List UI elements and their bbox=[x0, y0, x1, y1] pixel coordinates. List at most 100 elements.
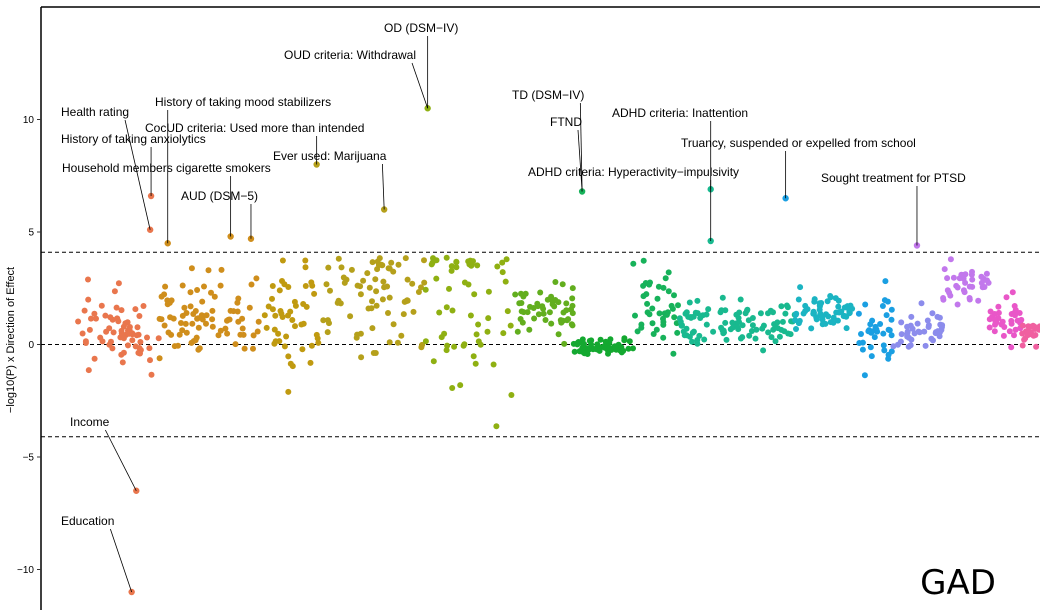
data-point bbox=[782, 310, 789, 317]
data-point bbox=[194, 287, 201, 293]
data-point bbox=[571, 348, 578, 355]
data-point bbox=[984, 277, 990, 284]
data-point bbox=[504, 308, 511, 315]
data-point bbox=[569, 322, 576, 329]
data-point bbox=[987, 308, 994, 315]
data-point bbox=[793, 326, 799, 332]
data-point bbox=[248, 281, 255, 288]
annotation-label: ADHD criteria: Inattention bbox=[612, 106, 748, 120]
data-point bbox=[908, 336, 915, 343]
data-point bbox=[380, 278, 387, 285]
data-point bbox=[1006, 328, 1013, 335]
y-tick-label: −5 bbox=[23, 453, 35, 464]
data-point bbox=[421, 279, 428, 286]
data-point bbox=[683, 309, 690, 316]
data-point bbox=[999, 318, 1006, 325]
data-point bbox=[313, 331, 320, 338]
data-point bbox=[1021, 336, 1028, 343]
data-point bbox=[570, 340, 577, 347]
data-point bbox=[885, 351, 892, 358]
data-point bbox=[358, 354, 365, 361]
data-point bbox=[1036, 323, 1040, 330]
data-point bbox=[924, 317, 931, 324]
data-point bbox=[522, 290, 529, 297]
annotation-label: Income bbox=[70, 415, 110, 429]
data-point bbox=[91, 355, 98, 362]
data-point bbox=[796, 317, 803, 324]
annotation-label: Sought treatment for PTSD bbox=[821, 171, 966, 185]
data-point bbox=[508, 392, 515, 398]
data-point bbox=[108, 338, 114, 345]
data-point bbox=[81, 307, 88, 314]
data-point bbox=[563, 300, 570, 307]
data-point bbox=[246, 304, 253, 311]
data-point bbox=[644, 300, 651, 307]
data-point bbox=[663, 311, 670, 318]
data-point bbox=[453, 264, 460, 271]
data-point bbox=[1025, 323, 1032, 330]
data-point bbox=[250, 345, 256, 352]
data-point bbox=[654, 295, 661, 302]
data-point bbox=[690, 328, 697, 335]
data-point bbox=[808, 325, 815, 332]
data-point bbox=[195, 324, 202, 331]
data-point bbox=[176, 331, 183, 338]
data-point bbox=[705, 306, 712, 313]
data-point bbox=[969, 276, 976, 283]
data-point bbox=[881, 297, 888, 304]
data-point bbox=[360, 277, 367, 284]
data-point bbox=[819, 314, 826, 320]
data-point bbox=[882, 278, 889, 285]
data-point bbox=[537, 289, 544, 296]
data-point bbox=[156, 315, 163, 322]
data-point bbox=[838, 308, 845, 315]
data-point bbox=[969, 268, 975, 275]
data-point bbox=[311, 290, 318, 297]
data-point bbox=[199, 316, 206, 323]
data-point bbox=[239, 325, 246, 332]
data-point bbox=[485, 288, 492, 295]
data-point bbox=[540, 305, 547, 312]
data-point bbox=[111, 288, 118, 295]
data-point bbox=[507, 322, 514, 329]
data-point bbox=[230, 308, 237, 315]
data-point bbox=[905, 343, 912, 350]
data-point bbox=[222, 325, 229, 332]
data-point bbox=[516, 300, 523, 307]
data-point bbox=[208, 289, 214, 296]
data-point bbox=[400, 311, 407, 318]
data-point bbox=[531, 315, 538, 322]
data-point bbox=[192, 337, 199, 344]
annotation-leader-line bbox=[109, 528, 133, 593]
data-point bbox=[877, 321, 884, 327]
data-point bbox=[1032, 332, 1039, 338]
data-point bbox=[188, 265, 195, 272]
data-point bbox=[579, 345, 586, 352]
data-point bbox=[433, 257, 440, 264]
data-point bbox=[189, 320, 196, 327]
data-point bbox=[106, 325, 113, 332]
data-point bbox=[921, 328, 928, 335]
data-point bbox=[484, 328, 491, 335]
data-point bbox=[640, 257, 647, 264]
data-point bbox=[784, 304, 791, 311]
data-point bbox=[470, 353, 477, 360]
data-point bbox=[568, 306, 574, 313]
data-point bbox=[585, 346, 592, 353]
data-point bbox=[119, 359, 126, 366]
data-point bbox=[694, 310, 701, 317]
data-point bbox=[883, 312, 890, 319]
data-point bbox=[132, 306, 139, 313]
data-point bbox=[734, 324, 741, 330]
data-point bbox=[618, 344, 625, 351]
data-point bbox=[102, 312, 109, 319]
annotation-label: History of taking mood stabilizers bbox=[155, 95, 331, 109]
data-point bbox=[546, 309, 553, 316]
data-point bbox=[690, 313, 697, 320]
data-point bbox=[514, 328, 521, 335]
data-point bbox=[324, 329, 331, 336]
data-point bbox=[453, 258, 460, 265]
data-point bbox=[211, 293, 218, 300]
data-point bbox=[381, 284, 388, 291]
data-point bbox=[289, 317, 296, 323]
